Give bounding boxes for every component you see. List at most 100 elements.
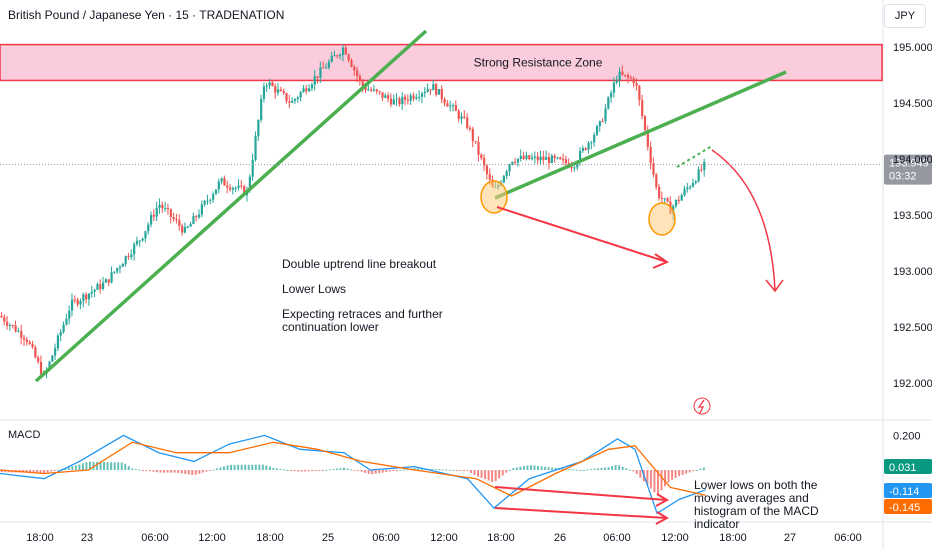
- histogram-bar: [177, 470, 180, 473]
- candle-body: [674, 199, 678, 207]
- macd-y-tick-label: 0.200: [893, 430, 921, 442]
- x-tick-label: 18:00: [487, 532, 515, 544]
- candle-body: [451, 105, 455, 107]
- candle-body: [68, 310, 71, 319]
- histogram-bar: [268, 466, 271, 471]
- candle-body: [564, 159, 568, 164]
- candle-body: [547, 157, 551, 164]
- candle-body: [406, 99, 410, 101]
- candles-group: [0, 44, 706, 379]
- candle-body: [508, 164, 511, 172]
- low-circle-2: [648, 202, 676, 236]
- histogram-bar: [561, 468, 564, 471]
- candle-body: [607, 97, 610, 109]
- candle-body: [641, 100, 644, 117]
- x-tick-label: 27: [784, 532, 796, 544]
- histogram-bar: [71, 466, 74, 471]
- histogram-bar: [96, 461, 99, 471]
- histogram-bar: [113, 462, 116, 471]
- histogram-bar: [357, 470, 360, 472]
- candle-body: [446, 103, 449, 107]
- candle-body: [581, 148, 585, 152]
- histogram-bar: [272, 467, 275, 471]
- candle-body: [691, 182, 695, 187]
- histogram-bar: [596, 468, 599, 471]
- candle-body: [54, 348, 57, 356]
- histogram-bar: [339, 468, 342, 471]
- candle-body: [435, 83, 438, 95]
- candle-body: [113, 271, 116, 273]
- histogram-bar: [572, 469, 575, 471]
- candle-body: [598, 121, 601, 127]
- candle-body: [223, 178, 226, 186]
- candle-body: [511, 161, 514, 165]
- candle-body: [418, 96, 421, 98]
- candle-body: [356, 70, 359, 77]
- candle-body: [514, 161, 517, 163]
- histogram-bar: [311, 470, 314, 472]
- lower-low-arrow: [496, 206, 668, 263]
- candle-body: [686, 187, 689, 190]
- currency-button[interactable]: JPY: [884, 4, 926, 28]
- candle-body: [677, 199, 680, 201]
- histogram-bar: [639, 470, 642, 478]
- candle-body: [389, 98, 393, 105]
- candle-body: [56, 335, 60, 349]
- candle-body: [231, 187, 235, 190]
- x-tick-label: 06:00: [834, 532, 862, 544]
- candle-body: [102, 282, 105, 289]
- x-tick-label: 06:00: [372, 532, 400, 544]
- candle-body: [440, 89, 443, 100]
- low-circle-1: [480, 180, 508, 214]
- last-price-label-bg: [884, 154, 932, 185]
- candle-body: [601, 121, 604, 123]
- candle-body: [610, 92, 613, 98]
- candle-body: [206, 200, 209, 202]
- candle-body: [197, 214, 201, 218]
- histogram-bar: [540, 466, 543, 471]
- macd-arrow-2: [494, 507, 668, 519]
- candle-body: [646, 130, 649, 147]
- candle-body: [288, 101, 291, 103]
- annotation-expecting: Expecting retraces and further continuat…: [282, 307, 443, 334]
- candle-body: [186, 226, 189, 228]
- histogram-bar: [445, 469, 448, 471]
- macd-value-label: -0.114: [889, 486, 919, 498]
- candle-body: [643, 116, 647, 131]
- candle-body: [536, 156, 539, 161]
- candle-body: [20, 330, 23, 338]
- candle-body: [3, 317, 6, 322]
- histogram-bar: [148, 470, 151, 472]
- histogram-bar: [307, 470, 310, 472]
- candle-body: [226, 185, 229, 188]
- histogram-bar: [473, 470, 476, 475]
- candle-body: [404, 96, 407, 100]
- candle-body: [703, 161, 706, 171]
- candle-body: [423, 91, 426, 94]
- macd-histogram-group: [0, 461, 705, 495]
- histogram-bar: [692, 470, 695, 472]
- histogram-bar: [159, 470, 162, 473]
- histogram-bar: [660, 470, 663, 491]
- histogram-bar: [438, 469, 441, 471]
- histogram-bar: [621, 466, 624, 471]
- histogram-bar: [53, 470, 56, 472]
- candle-body: [528, 155, 531, 160]
- x-tick-label: 18:00: [26, 532, 54, 544]
- histogram-bar: [43, 470, 46, 474]
- candle-body: [14, 325, 17, 332]
- candle-body: [460, 116, 463, 119]
- countdown-label: 03:32: [889, 171, 917, 183]
- histogram-bar: [593, 468, 596, 471]
- candle-body: [65, 318, 68, 325]
- candle-body: [618, 71, 621, 81]
- dashed-retrace-line: [676, 145, 713, 168]
- macd-arrowhead-2: [655, 511, 670, 525]
- candle-body: [127, 256, 130, 258]
- histogram-bar: [402, 469, 405, 471]
- candle-body: [505, 171, 508, 177]
- histogram-bar: [138, 469, 141, 471]
- histogram-bar: [180, 470, 183, 474]
- candle-body: [189, 224, 192, 227]
